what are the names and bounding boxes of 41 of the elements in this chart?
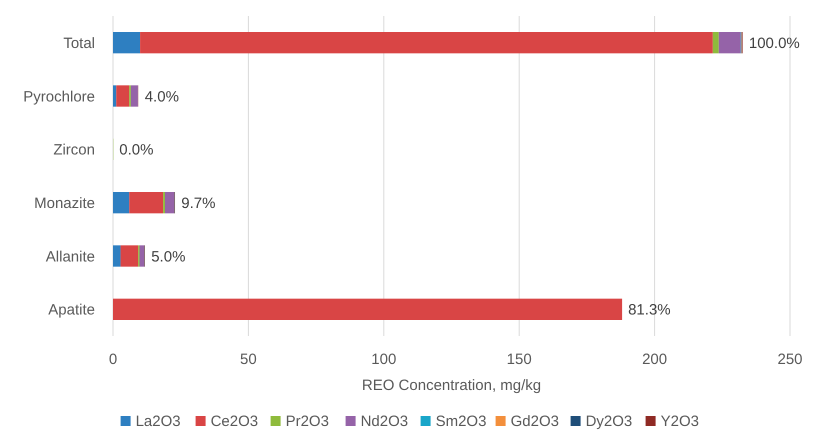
bar bbox=[712, 32, 719, 54]
legend-label: Y2O3 bbox=[660, 413, 699, 430]
bar bbox=[113, 245, 121, 267]
bar bbox=[140, 245, 144, 267]
legend-label: La2O3 bbox=[136, 413, 181, 430]
bar bbox=[130, 85, 138, 107]
x-axis-title: REO Concentration, mg/kg bbox=[362, 377, 542, 394]
legend-label: Pr2O3 bbox=[286, 413, 329, 430]
annotation: 0.0% bbox=[119, 142, 154, 159]
legend-label: Sm2O3 bbox=[436, 413, 486, 430]
legend-label: Ce2O3 bbox=[210, 413, 258, 430]
bar bbox=[116, 85, 130, 107]
annotation: 4.0% bbox=[144, 88, 179, 106]
y-tick-label: Apatite bbox=[48, 302, 95, 319]
legend-label: Dy2O3 bbox=[586, 413, 632, 430]
annotation: 100.0% bbox=[748, 34, 800, 52]
bar bbox=[140, 32, 713, 54]
y-tick-label: Total bbox=[63, 34, 95, 52]
annotation: 5.0% bbox=[151, 248, 186, 266]
y-tick-label: Pyrochlore bbox=[23, 88, 95, 106]
legend-label: Nd2O3 bbox=[360, 413, 408, 430]
y-tick-label: Monazite bbox=[34, 194, 95, 212]
x-tick-label: 0 bbox=[108, 351, 118, 368]
bar bbox=[164, 192, 174, 214]
bar bbox=[129, 192, 164, 214]
x-tick-label: 150 bbox=[506, 351, 532, 368]
bar bbox=[718, 32, 741, 54]
legend-label: Gd2O3 bbox=[510, 413, 559, 430]
bar bbox=[113, 85, 116, 107]
bar bbox=[113, 298, 622, 320]
y-tick-label: Allanite bbox=[46, 248, 95, 266]
x-tick-label: 200 bbox=[642, 351, 668, 368]
annotation: 9.7% bbox=[181, 194, 216, 212]
annotation: 81.3% bbox=[628, 302, 671, 319]
bar bbox=[113, 32, 140, 54]
y-tick-label: Zircon bbox=[53, 142, 95, 159]
x-tick-label: 50 bbox=[240, 351, 257, 368]
bar bbox=[120, 245, 138, 267]
bar bbox=[113, 192, 130, 214]
x-tick-label: 100 bbox=[371, 351, 396, 368]
x-tick-label: 250 bbox=[777, 351, 803, 368]
